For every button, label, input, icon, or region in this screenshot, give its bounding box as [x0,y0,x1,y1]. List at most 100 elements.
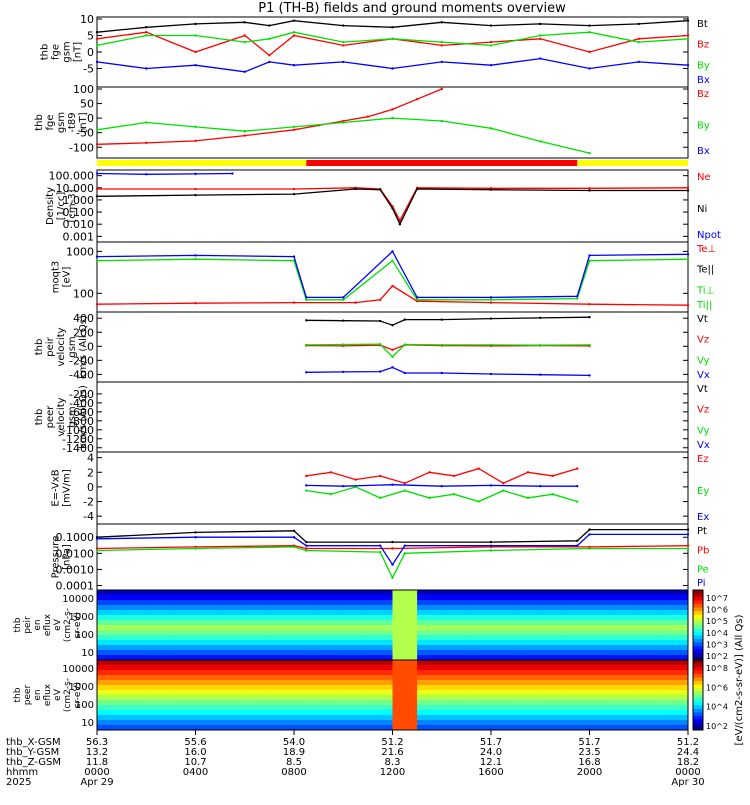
spectrogram-cell [146,715,172,721]
spectrogram-cell [343,655,369,661]
spectrogram-cell [121,715,147,721]
data-point [440,44,443,47]
spectrogram-cell [564,625,590,631]
spectrogram-cell [220,670,246,676]
spectrogram-cell [441,665,467,671]
spectrogram-cell [515,680,541,686]
spectrogram-cell [318,655,344,661]
spectrogram-cell [638,645,664,651]
colorbar-cell [693,597,703,601]
spectrogram-cell [318,665,344,671]
spectrogram-cell [294,675,320,681]
spectrogram-cell [318,690,344,696]
spectrogram-cell [146,695,172,701]
spectrogram-cell [392,640,418,646]
spectrogram-cell [343,640,369,646]
data-point [378,342,382,346]
spectrogram-cell [417,710,443,716]
data-point [194,187,197,191]
data-point [526,496,530,500]
spectrogram-cell [367,590,393,596]
spectrogram-cell [146,725,172,731]
spectrogram-cell [441,595,467,601]
spectrogram-cell [367,650,393,656]
data-point [194,139,197,143]
spectrogram-cell [269,670,295,676]
spectrogram-cell [343,710,369,716]
spectrogram-cell [367,605,393,611]
spectrogram-cell [195,625,221,631]
spectrogram-cell [515,705,541,711]
spectrogram-cell [540,590,566,596]
data-point [489,63,493,67]
spectrogram-cell [269,715,295,721]
colorbar-cell [693,712,703,717]
spectrogram-cell [343,675,369,681]
spectrogram-cell [589,675,615,681]
spectrogram-cell [146,640,172,646]
data-point [329,493,333,496]
spectrogram-cell [244,675,270,681]
spectrogram-cell [564,660,590,666]
spectrogram-cell [367,680,393,686]
spectrogram-cell [466,660,492,666]
spectrogram-cell [663,590,689,596]
spectrogram-cell [540,700,566,706]
data-point [194,531,197,534]
spectrogram-cell [392,610,418,616]
spectrogram-cell [540,610,566,616]
data-point [686,304,690,307]
spectrogram-cell [614,590,640,596]
spectrogram-cell [564,630,590,636]
panel-1: 10 5 0 -5 thb fge gsm [nT] Bt Bz By Bx [40,13,710,88]
spectrogram-cell [294,625,320,631]
spectrogram-cell [294,590,320,596]
spectrogram-cell [638,620,664,626]
y-axis-label: [eV] [62,267,73,288]
spectrogram-cell [343,625,369,631]
colorbar-tick-label: 10^4 [706,703,728,712]
spectrogram-cell [318,640,344,646]
y-axis-label: thb [40,44,51,61]
spectrogram-cell [392,655,418,661]
spectrogram-cell [121,655,147,661]
data-point [391,366,394,369]
data-point [539,57,542,60]
series-line [306,316,590,326]
spectrogram-cell [663,725,689,731]
spectrogram-cell [170,685,196,691]
spectrogram-cell [638,600,664,606]
spectrogram-cell [170,715,196,721]
spectrogram-cell [392,720,418,726]
spectrogram-cell [392,660,418,666]
spectrogram-cell [417,625,443,631]
spectrogram-cell [220,590,246,596]
spectrogram-cell [614,695,640,701]
data-point [575,500,579,503]
data-point [686,186,690,189]
spectrogram-cell [269,590,295,596]
spectrogram-cell [244,625,270,631]
spectrogram-cell [466,675,492,681]
spectrogram-cell [417,715,443,721]
data-point [95,60,99,64]
spectrogram-cell [367,610,393,616]
spectrogram-cell [491,710,517,716]
colorbar-cell [693,618,703,622]
x-tick-label: 18.2 [677,757,699,768]
y-tick-label: -200 [69,388,94,401]
y-tick-label: 200 [73,326,94,339]
year-label: 2025 [6,777,31,788]
spectrogram-cell [417,595,443,601]
data-point [194,50,197,54]
spectrogram-cell [195,640,221,646]
y-tick-label: -1400 [62,442,94,455]
spectrogram-cell [638,655,664,661]
y-axis-label: Pressure [51,536,62,579]
spectrogram-cell [466,610,492,616]
data-point [391,259,394,262]
spectrogram-cell [220,640,246,646]
spectrogram-cell [195,605,221,611]
series-line [97,187,689,223]
y-axis-label: en [33,619,43,630]
